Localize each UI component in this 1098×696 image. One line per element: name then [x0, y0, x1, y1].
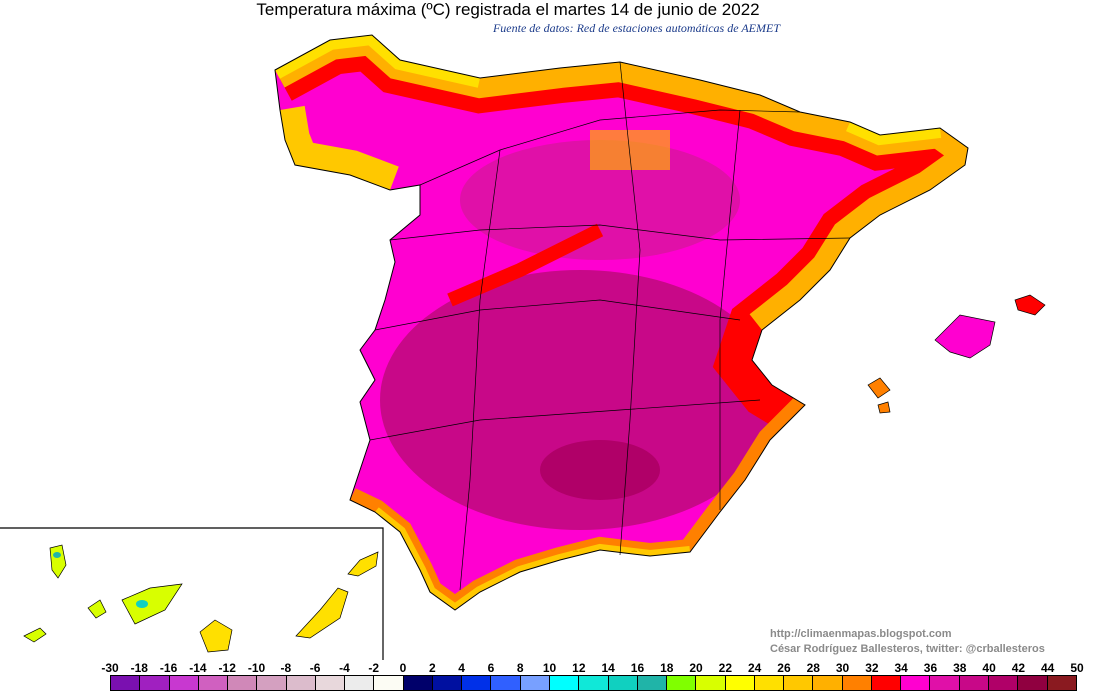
legend-swatch [462, 676, 492, 690]
legend-label: -16 [159, 661, 178, 675]
legend-swatch [198, 676, 229, 690]
legend-swatch [842, 676, 872, 690]
legend-label: 24 [747, 661, 762, 675]
hot-interior-zone [380, 270, 780, 530]
legend-label: 38 [953, 661, 967, 675]
legend-swatch [432, 676, 463, 690]
legend-swatch [403, 676, 433, 690]
legend-label: -18 [130, 661, 148, 675]
legend-label: 50 [1070, 661, 1084, 675]
legend-swatch [257, 676, 287, 690]
author-credit: César Rodríguez Ballesteros, twitter: @c… [770, 643, 1045, 655]
legend-label: 34 [894, 661, 908, 675]
legend-label: 18 [660, 661, 674, 675]
legend-swatch [549, 676, 580, 690]
legend-label: 32 [865, 661, 879, 675]
legend-swatch [228, 676, 258, 690]
legend-swatch [725, 676, 755, 690]
data-source: Fuente de datos: Red de estaciones autom… [492, 21, 780, 35]
legend-swatch [813, 676, 843, 690]
legend-label: -8 [280, 661, 292, 675]
legend-label: 44 [1041, 661, 1055, 675]
legend-swatch [315, 676, 346, 690]
legend-label: -14 [189, 661, 207, 675]
balearic-islands [867, 294, 1046, 414]
legend-label: 14 [601, 661, 615, 675]
legend-label: 2 [428, 661, 436, 675]
legend-label: 22 [718, 661, 733, 675]
legend-swatch [374, 676, 404, 690]
legend-label: -2 [368, 661, 380, 675]
legend-label: 12 [572, 661, 586, 675]
legend-label: 40 [982, 661, 996, 675]
legend-swatch [169, 676, 199, 690]
legend-label: -6 [309, 661, 321, 675]
legend-label: 20 [689, 661, 703, 675]
legend-label: 16 [630, 661, 645, 675]
peak-zone [540, 440, 660, 500]
legend-label: 30 [835, 661, 850, 675]
legend-label: 6 [487, 661, 495, 675]
map-title: Temperatura máxima (ºC) registrada el ma… [256, 0, 760, 19]
mainland-coastline [274, 34, 969, 611]
legend-label: -12 [218, 661, 236, 675]
legend-label: 10 [542, 661, 557, 675]
legend-label: 36 [923, 661, 938, 675]
legend-label: -4 [339, 661, 350, 675]
legend-swatch [784, 676, 814, 690]
legend-label: 42 [1011, 661, 1026, 675]
legend-swatch [491, 676, 521, 690]
canary-islands-inset [0, 527, 384, 660]
legend-swatch [901, 676, 931, 690]
legend-label: 28 [806, 661, 820, 675]
legend-label: 8 [516, 661, 524, 675]
legend-swatch [111, 676, 141, 690]
legend-swatch [637, 676, 668, 690]
legend-label: 4 [458, 661, 465, 675]
legend-swatch [959, 676, 989, 690]
blog-url: http://climaenmapas.blogspot.com [770, 628, 952, 640]
legend-swatch [286, 676, 316, 690]
region-borders [369, 61, 851, 591]
legend-label: 0 [399, 661, 407, 675]
legend-label: 26 [777, 661, 791, 675]
mainland-spain [275, 35, 968, 610]
legend-swatch [754, 676, 785, 690]
legend-swatch [1018, 676, 1048, 690]
legend-swatch [579, 676, 609, 690]
temperature-legend [110, 675, 1077, 691]
legend-labels: -30 -18 -16 -14 -12 -10 -8 -6 -4 -2 0 2 4 6 8 10 12 14 16 1… [101, 661, 1083, 675]
legend-swatch [345, 676, 375, 690]
legend-swatch [696, 676, 726, 690]
legend-label: -30 [101, 661, 119, 675]
legend-swatch [1047, 676, 1076, 690]
legend-swatch [140, 676, 170, 690]
legend-swatch [871, 676, 902, 690]
legend-swatch [930, 676, 960, 690]
legend-swatch [520, 676, 550, 690]
legend-swatch [667, 676, 697, 690]
legend-swatch [988, 676, 1019, 690]
legend-label: -10 [247, 661, 266, 675]
legend-swatch [608, 676, 638, 690]
